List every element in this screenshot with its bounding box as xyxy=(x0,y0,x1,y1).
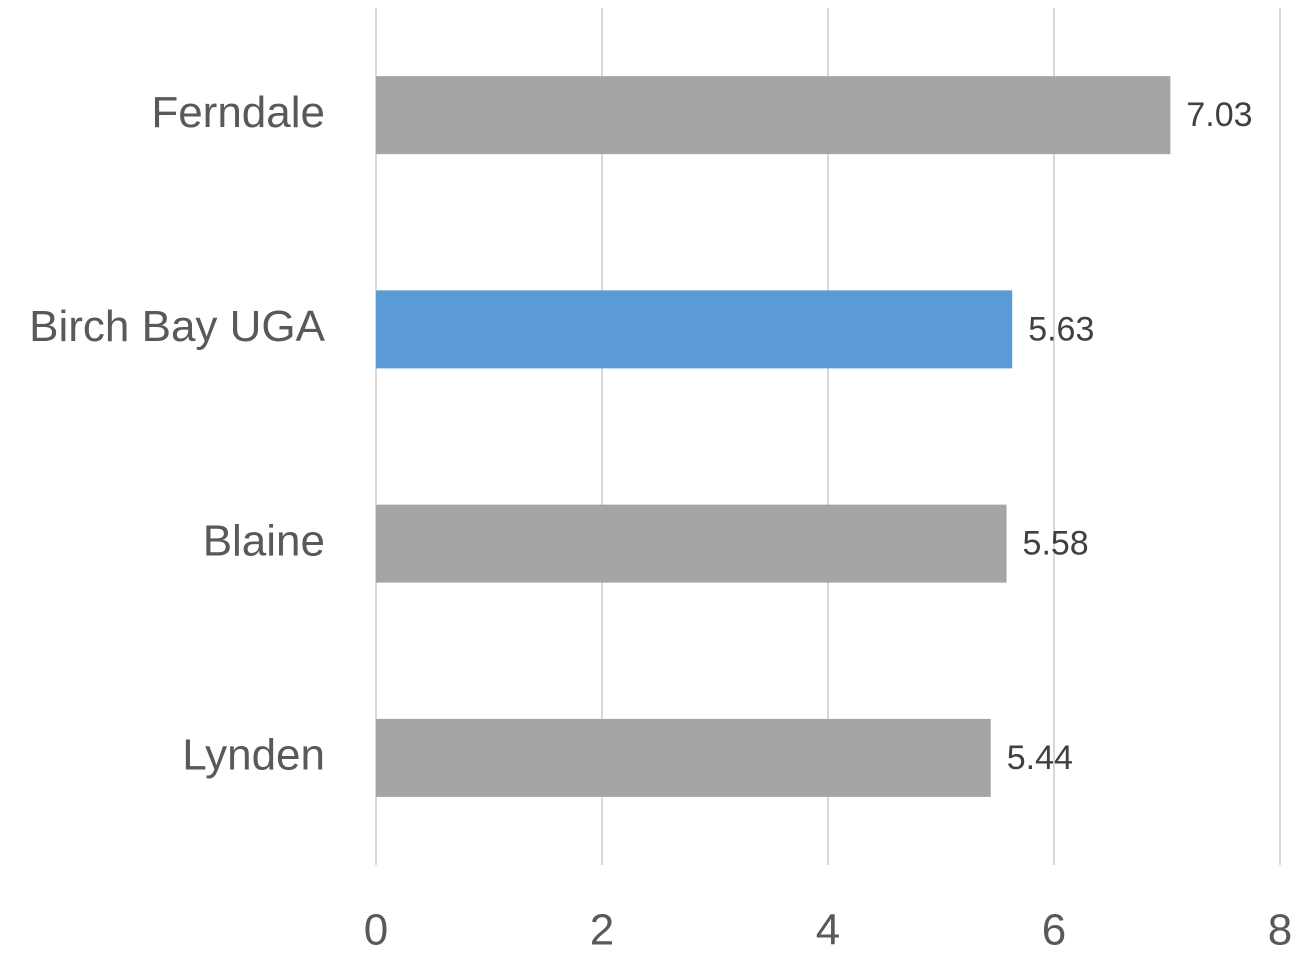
data-label: 5.44 xyxy=(1007,739,1073,777)
x-tick-label: 6 xyxy=(1042,906,1066,955)
category-label: Lynden xyxy=(182,731,325,780)
bar xyxy=(376,290,1013,369)
bar xyxy=(376,504,1007,583)
data-label: 5.58 xyxy=(1023,525,1089,563)
bar xyxy=(376,718,991,797)
x-tick-label: 2 xyxy=(590,906,614,955)
category-label: Birch Bay UGA xyxy=(29,302,326,351)
data-label: 5.63 xyxy=(1028,310,1094,348)
x-tick-label: 8 xyxy=(1268,906,1292,955)
x-tick-label: 0 xyxy=(364,906,388,955)
category-label: Ferndale xyxy=(151,88,325,137)
data-label: 7.03 xyxy=(1186,96,1252,134)
bar xyxy=(376,76,1171,155)
category-label: Blaine xyxy=(203,516,325,565)
x-tick-label: 4 xyxy=(816,906,840,955)
